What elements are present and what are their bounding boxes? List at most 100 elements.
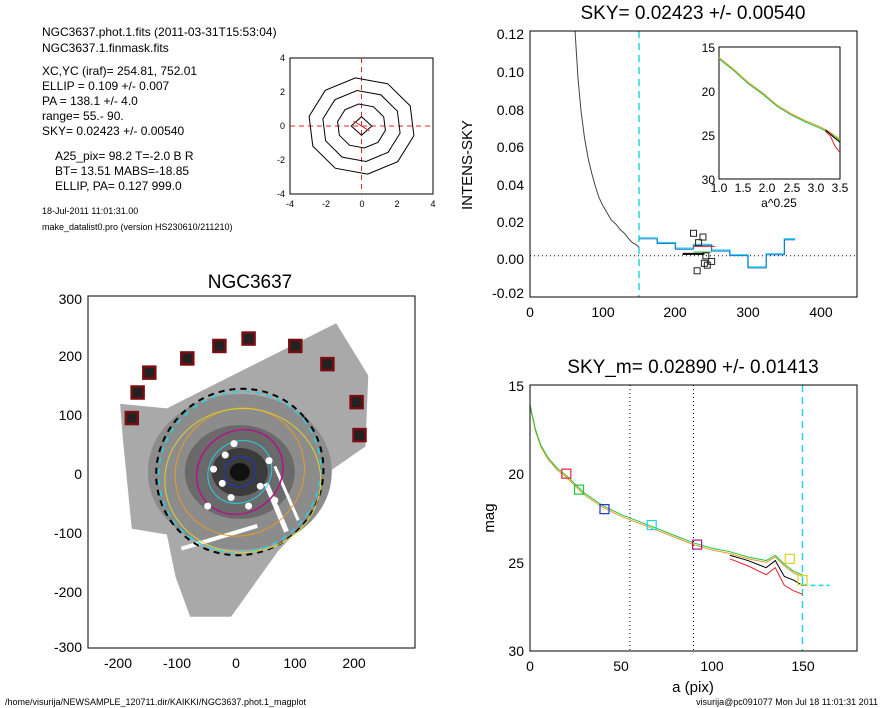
mask-square	[288, 338, 303, 354]
sky-y-tick: -0.02	[492, 285, 524, 301]
image-y-tick: -200	[54, 584, 82, 600]
inset-x-tick: 1.0	[711, 181, 728, 195]
masked-star	[230, 440, 238, 448]
isophote-ellipse	[207, 440, 273, 504]
mask-square	[241, 331, 256, 346]
mask-bar	[263, 482, 289, 533]
inset-x-tick: 3.0	[808, 181, 825, 195]
radius-marker	[561, 468, 572, 479]
image-y-ticks: -300 -200 -100 0 100 200 300	[54, 291, 82, 655]
image-y-tick: 0	[74, 466, 82, 482]
mask-square	[130, 385, 145, 400]
footer-user-stamp: visurija@pc091077 Mon Jul 18 11:01:31 20…	[696, 697, 878, 707]
mask-bar	[180, 524, 258, 551]
contour-x-ticks: -4 -2 0 2 4	[286, 199, 436, 209]
mag-x-tick: 0	[526, 658, 534, 674]
sky-y-tick: 0.00	[497, 251, 524, 267]
contour-x-tick: -4	[286, 199, 294, 209]
inset-frame	[718, 46, 841, 180]
image-x-tick: 200	[342, 655, 366, 671]
masked-star	[227, 494, 235, 502]
param-line: PA = 138.1 +/- 4.0	[42, 94, 138, 108]
mag-y-tick: 20	[508, 466, 524, 482]
param-line: ELLIP = 0.109 +/- 0.007	[42, 79, 170, 93]
footer-path: /home/visurija/NEWSAMPLE_120711.dir/KAIK…	[5, 697, 306, 707]
mask-square	[180, 351, 195, 366]
isophote-ellipse	[223, 456, 257, 488]
sky-sample-point	[699, 233, 707, 241]
contour-center-mark	[353, 120, 370, 132]
mag-profile-line	[529, 404, 803, 576]
sky-frame	[529, 30, 858, 298]
program-line: make_datalist0.pro (version HS230610/211…	[42, 222, 232, 232]
radius-marker	[599, 504, 610, 515]
galaxy-info-line: A25_pix= 98.2 T=-2.0 B R	[55, 149, 194, 163]
masked-star	[221, 451, 229, 459]
inset-panel: 1.0 1.5 2.0 2.5 3.0 3.5 15 20 25 30 a^0.…	[702, 41, 849, 210]
inset-y-tick: 25	[702, 129, 716, 143]
contour-x-tick: -2	[322, 199, 330, 209]
sky-x-ticks: 0 100 200 300 400	[526, 304, 833, 320]
sky-x-tick: 0	[526, 304, 534, 320]
mag-x-tick: 100	[700, 658, 724, 674]
mag-panel: SKY_m= 0.02890 +/- 0.01413 mag a (pix) 0…	[481, 357, 858, 696]
inset-x-tick: 3.5	[832, 181, 849, 195]
masked-star	[218, 479, 226, 487]
image-y-tick: 100	[59, 407, 83, 423]
sky-x-tick: 200	[663, 304, 687, 320]
radius-marker	[646, 519, 657, 531]
masked-star	[271, 496, 279, 504]
masked-star	[256, 482, 264, 490]
inset-x-ticks: 1.0 1.5 2.0 2.5 3.0 3.5	[711, 181, 849, 195]
sky-x-tick: 400	[809, 304, 833, 320]
sky-y-tick: 0.02	[497, 214, 524, 230]
sky-y-tick: 0.08	[497, 102, 524, 118]
galaxy-core	[229, 463, 250, 481]
inset-plot-area	[718, 57, 841, 153]
file-line: NGC3637.phot.1.fits (2011-03-31T15:53:04…	[42, 25, 277, 39]
date-line: 18-Jul-2011 11:01:31.00	[42, 206, 138, 216]
contour-line	[308, 77, 415, 175]
mag-y-ticks: 15 20 25 30	[508, 378, 524, 659]
inset-x-label: a^0.25	[761, 196, 797, 210]
sky-title: SKY= 0.02423 +/- 0.00540	[580, 3, 805, 24]
sky-sample-point	[708, 257, 716, 265]
galaxy-image	[120, 323, 369, 617]
isophote-ellipse	[158, 390, 322, 554]
image-y-tick: 200	[59, 348, 83, 364]
sky-sample-point	[700, 259, 708, 267]
masked-star	[210, 465, 218, 473]
inset-profile-line	[718, 58, 841, 142]
contour-line	[322, 89, 401, 163]
inset-y-tick: 30	[702, 173, 716, 187]
sky-sample-point	[690, 229, 697, 237]
sky-step-profile	[639, 238, 796, 269]
contour-line	[350, 116, 373, 136]
sky-x-tick: 300	[736, 304, 760, 320]
image-y-tick: -100	[54, 525, 82, 541]
sky-x-tick: 100	[591, 304, 615, 320]
sky-y-tick: 0.06	[497, 139, 524, 155]
sky-y-tick: 0.10	[497, 64, 524, 80]
sky-panel: SKY= 0.02423 +/- 0.00540 INTENS-SKY 0 10…	[459, 3, 858, 320]
radius-marker	[797, 574, 808, 586]
sky-y-label: INTENS-SKY	[459, 120, 476, 210]
sky-sample-point	[693, 267, 701, 275]
image-x-tick: -100	[163, 655, 191, 671]
contour-x-tick: 0	[359, 199, 364, 209]
mag-y-label: mag	[481, 503, 498, 532]
masked-star	[245, 502, 253, 510]
galaxy-info-line: ELLIP, PA= 0.127 999.0	[55, 179, 182, 193]
radius-marker	[692, 539, 703, 550]
contour-y-tick: -4	[277, 189, 285, 199]
isophote-ellipse	[155, 387, 325, 557]
inset-x-tick: 2.0	[759, 181, 776, 195]
isophote-ellipse	[164, 408, 322, 554]
inset-y-ticks: 15 20 25 30	[702, 41, 716, 187]
mag-y-tick: 30	[508, 643, 524, 659]
mask-square	[212, 338, 227, 354]
mag-y-tick: 15	[508, 378, 524, 394]
mag-title: SKY_m= 0.02890 +/- 0.01413	[567, 357, 818, 378]
sky-plot-area	[530, 30, 857, 297]
